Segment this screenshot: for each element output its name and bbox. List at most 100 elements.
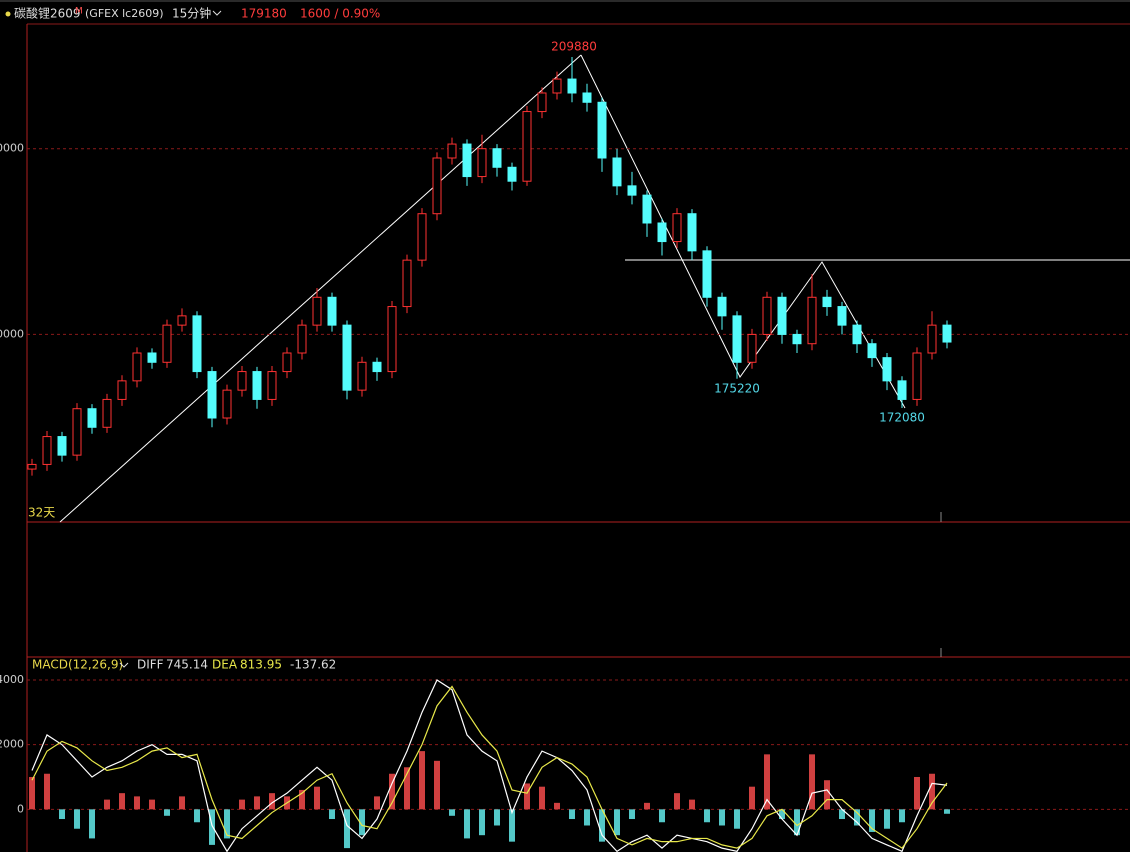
candle-body bbox=[837, 306, 847, 326]
candle-body bbox=[447, 143, 457, 159]
candle-body bbox=[87, 408, 97, 428]
candle-body bbox=[942, 324, 952, 343]
candle-body bbox=[537, 92, 547, 113]
candle-body bbox=[402, 259, 412, 308]
y-tick-label: 0 bbox=[17, 802, 24, 815]
candle-body bbox=[612, 157, 622, 187]
price-change: 1600 / 0.90% bbox=[300, 7, 380, 21]
candle-body bbox=[162, 324, 172, 363]
macd-bar bbox=[524, 783, 530, 810]
candle-body bbox=[237, 371, 247, 391]
candle-body bbox=[477, 148, 487, 178]
candle-body bbox=[252, 371, 262, 400]
candle-body bbox=[597, 101, 607, 159]
macd-bar bbox=[299, 789, 305, 810]
macd-bar bbox=[584, 809, 590, 826]
candle-body bbox=[267, 371, 277, 400]
last-price: 179180 bbox=[241, 7, 287, 21]
candle-body bbox=[132, 352, 142, 382]
macd-bar bbox=[944, 809, 950, 814]
candle-body bbox=[642, 194, 652, 224]
macd-bar bbox=[329, 809, 335, 820]
macd-bar bbox=[659, 809, 665, 823]
status-dot bbox=[5, 11, 11, 17]
macd-bar bbox=[704, 809, 710, 823]
macd-bar bbox=[74, 809, 80, 829]
candle-body bbox=[777, 296, 787, 335]
period-chevron[interactable] bbox=[212, 10, 222, 16]
macd-bar bbox=[824, 780, 830, 810]
symbol-name[interactable]: 碳酸锂2609 bbox=[14, 6, 81, 21]
macd-bar bbox=[194, 809, 200, 823]
candle-body bbox=[177, 315, 187, 326]
macd-bar bbox=[59, 809, 65, 820]
macd-bar bbox=[269, 793, 275, 810]
macd-bar bbox=[479, 809, 485, 836]
macd-bar bbox=[374, 796, 380, 810]
candle-body bbox=[72, 408, 82, 456]
candle-body bbox=[327, 296, 337, 326]
macd-bar bbox=[419, 751, 425, 810]
candle-body bbox=[687, 213, 697, 252]
macd-bar bbox=[89, 809, 95, 839]
diff-line bbox=[31, 679, 948, 852]
macd-bar bbox=[464, 809, 470, 839]
macd-bar bbox=[599, 809, 605, 842]
candle-body bbox=[747, 333, 757, 363]
macd-bar bbox=[344, 809, 350, 849]
period-selector[interactable]: 15分钟 bbox=[172, 6, 211, 21]
macd-chevron[interactable] bbox=[119, 662, 129, 668]
days-label: 32天 bbox=[28, 506, 55, 520]
macd-bar bbox=[104, 799, 110, 810]
macd-bar bbox=[899, 809, 905, 823]
candle-body bbox=[462, 143, 472, 178]
macd-bar bbox=[629, 809, 635, 820]
candle-body bbox=[492, 148, 502, 168]
macd-bar bbox=[614, 809, 620, 836]
macd-bar bbox=[554, 802, 560, 810]
macd-bar bbox=[149, 799, 155, 810]
candle-body bbox=[222, 389, 232, 419]
candle-body bbox=[387, 306, 397, 373]
macd-bar bbox=[689, 799, 695, 810]
candle-body bbox=[792, 333, 802, 345]
candle-body bbox=[192, 315, 202, 373]
candle-body bbox=[507, 166, 517, 182]
macd-bar bbox=[359, 809, 365, 836]
macd-bar bbox=[719, 809, 725, 826]
candle-body bbox=[27, 463, 37, 470]
diff-value: 745.14 bbox=[166, 658, 208, 672]
macd-bar bbox=[539, 786, 545, 810]
macd-bar bbox=[44, 773, 50, 810]
macd-bar bbox=[914, 776, 920, 810]
macd-bar bbox=[389, 773, 395, 810]
candle-body bbox=[567, 78, 577, 94]
candle-body bbox=[147, 352, 157, 363]
candle-body bbox=[867, 343, 877, 359]
candle-body bbox=[882, 357, 892, 382]
candle-body bbox=[927, 324, 937, 354]
candle-body bbox=[897, 380, 907, 400]
macd-bar bbox=[779, 809, 785, 820]
symbol-code: (GFEX lc2609) bbox=[85, 7, 164, 20]
dea-line bbox=[31, 685, 948, 849]
candle-body bbox=[627, 185, 637, 196]
candle-body bbox=[42, 436, 52, 465]
candle-body bbox=[102, 398, 112, 428]
macd-bar bbox=[794, 809, 800, 836]
trough-label: 175220 bbox=[714, 381, 760, 395]
macd-bar bbox=[674, 793, 680, 810]
y-tick-label: 180000 bbox=[0, 327, 24, 340]
candle-body bbox=[117, 380, 127, 400]
macd-bar bbox=[209, 809, 215, 845]
macd-bar bbox=[494, 809, 500, 826]
candle-body bbox=[912, 352, 922, 400]
macd-bar bbox=[254, 796, 260, 810]
macd-bar bbox=[164, 809, 170, 816]
macd-bar bbox=[119, 793, 125, 810]
diff-label: DIFF bbox=[137, 658, 164, 672]
candle-body bbox=[552, 78, 562, 94]
macd-bar bbox=[854, 809, 860, 826]
